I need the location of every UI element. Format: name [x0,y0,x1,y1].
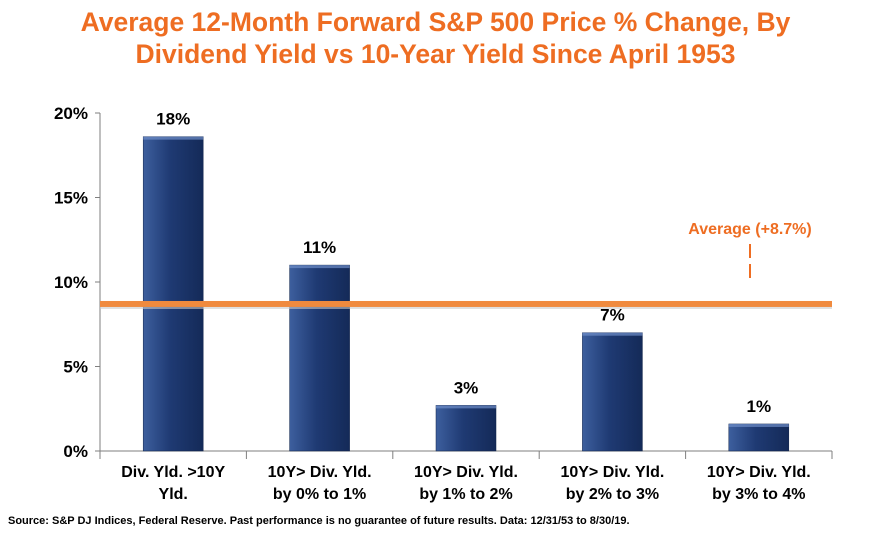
bar-top-highlight [289,265,350,269]
bars: 18% Div. Yld. >10Y Yld. 11% 10Y> Div. Yld. by… [121,110,811,503]
category-label: 10Y> Div. Yld. [707,464,811,481]
average-line-shadow [100,306,832,309]
y-tick-label: 10% [54,273,88,292]
y-tick-label: 20% [54,104,88,123]
category-label: Div. Yld. >10Y [121,464,225,481]
average-overlay: Average (+8.7%) [100,221,832,309]
y-tick-label: 5% [63,358,88,377]
bar [435,405,497,452]
category-label: by 3% to 4% [712,486,805,503]
data-label: 18% [156,110,190,129]
data-label: 3% [454,378,479,397]
category-label: 10Y> Div. Yld. [268,464,372,481]
bar [142,136,204,452]
category-label: Yld. [159,486,188,503]
bar [289,264,350,452]
axes: 0% 5% 10% 15% 20% [54,104,833,461]
average-label: Average (+8.7%) [688,221,811,238]
category-label: by 1% to 2% [419,486,512,503]
chart-title: Average 12-Month Forward S&P 500 Price %… [0,6,871,70]
source-note: Source: S&P DJ Indices, Federal Reserve.… [8,515,630,527]
bar [728,423,790,452]
average-line [100,300,832,307]
y-tick-label: 15% [54,189,88,208]
bar-top-highlight [728,423,789,427]
data-label: 1% [747,397,772,416]
y-tick-label: 0% [63,442,88,461]
category-label: by 0% to 1% [273,486,366,503]
data-label: 7% [600,306,625,325]
category-label: 10Y> Div. Yld. [414,464,518,481]
data-label: 11% [303,238,336,257]
bar-top-highlight [143,136,204,140]
bar [582,332,643,452]
category-label: by 2% to 3% [566,486,659,503]
bar-top-highlight [436,405,496,409]
chart-title-line-2: Dividend Yield vs 10-Year Yield Since Ap… [135,39,736,69]
category-label: 10Y> Div. Yld. [560,464,664,481]
bar-top-highlight [582,332,643,336]
chart-title-line-1: Average 12-Month Forward S&P 500 Price %… [80,7,791,37]
bar-chart: 0% 5% 10% 15% 20% 18% Div. Yld. >10Y Yld. 11% 10… [54,104,833,503]
